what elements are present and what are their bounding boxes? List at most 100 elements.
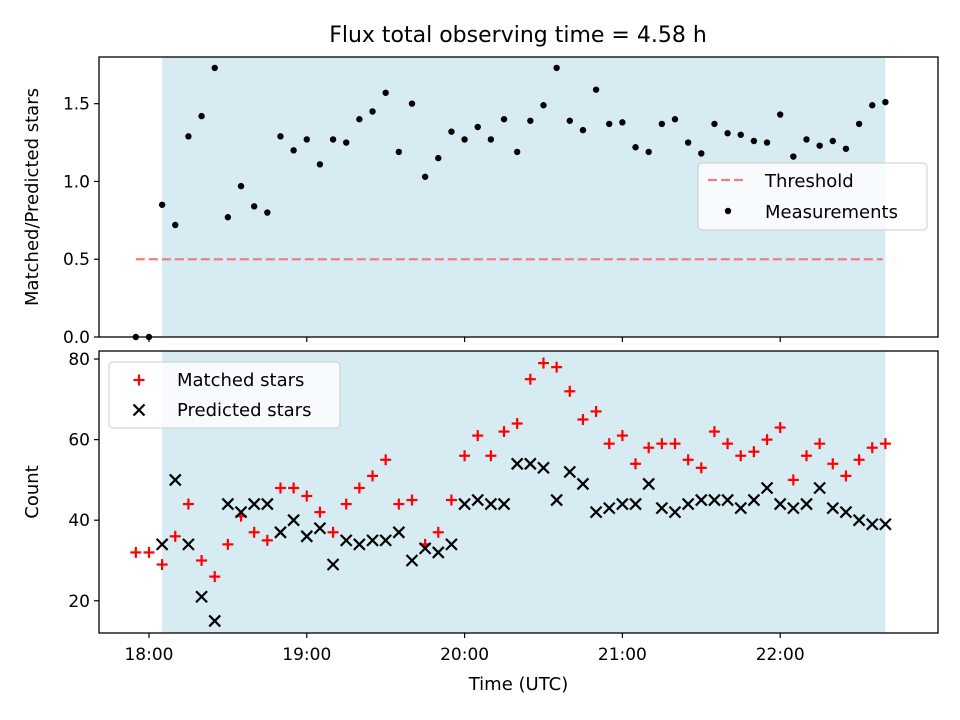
measurement-point xyxy=(158,201,166,208)
predicted-star-point xyxy=(616,497,629,511)
legend-label-matched: Matched stars xyxy=(177,370,304,391)
predicted-star-point xyxy=(195,590,208,604)
x-stroke xyxy=(708,493,721,507)
x-stroke xyxy=(497,497,511,511)
top-axes-frame xyxy=(98,56,939,338)
measurement-point xyxy=(698,150,705,157)
x-stroke xyxy=(208,614,222,628)
matched-star-point xyxy=(695,462,707,474)
predicted-star-point xyxy=(458,497,471,511)
predicted-star-point xyxy=(418,542,432,555)
measurement-point xyxy=(711,120,718,128)
x-stroke xyxy=(787,501,800,515)
x-stroke xyxy=(695,493,708,507)
matched-star-point xyxy=(551,361,563,373)
matched-star-point xyxy=(590,405,602,417)
y-tick-label: 0.0 xyxy=(63,328,90,348)
matched-star-point xyxy=(577,413,589,425)
predicted-star-point xyxy=(537,461,550,475)
x-stroke xyxy=(132,403,146,417)
matched-star-point xyxy=(800,450,812,462)
measurement-point xyxy=(487,136,495,143)
x-stroke xyxy=(550,493,563,507)
predicted-star-point xyxy=(734,501,748,515)
predicted-star-point xyxy=(353,538,366,551)
chart-title: Flux total observing time = 4.58 h xyxy=(329,23,707,48)
x-stroke xyxy=(576,477,590,491)
predicted-star-point xyxy=(313,521,327,535)
y-tick-label: 1.5 xyxy=(63,95,90,115)
predicted-star-point xyxy=(629,497,642,511)
x-stroke xyxy=(445,538,458,551)
x-stroke xyxy=(471,493,485,507)
measurement-legend-swatch xyxy=(724,207,732,215)
measurement-point xyxy=(750,137,758,145)
predicted-star-point xyxy=(865,517,879,531)
measurement-point xyxy=(540,102,547,109)
predicted-star-point xyxy=(602,501,616,515)
matched-star-point xyxy=(485,450,497,462)
x-stroke xyxy=(379,534,392,547)
predicted-star-point xyxy=(524,457,537,471)
measurement-point xyxy=(553,64,560,72)
predicted-star-point xyxy=(879,517,892,531)
x-stroke xyxy=(234,505,248,519)
matched-star-point xyxy=(511,418,523,430)
x-stroke xyxy=(366,534,379,547)
measurement-point xyxy=(619,119,626,126)
measurement-point xyxy=(632,144,639,151)
top-y-axis-label: Matched/Predicted stars xyxy=(22,88,43,306)
x-stroke xyxy=(287,513,300,527)
measurement-point xyxy=(684,139,692,146)
legend-label-predicted: Predicted stars xyxy=(177,400,311,421)
y-tick-label: 60 xyxy=(68,431,90,451)
predicted-star-point xyxy=(852,513,866,527)
matched-star-point xyxy=(787,474,799,486)
y-tick-label: 1.0 xyxy=(63,172,90,192)
measurement-point xyxy=(829,137,836,145)
y-tick-label: 20 xyxy=(68,592,90,612)
x-stroke xyxy=(458,497,471,511)
measurement-point xyxy=(724,130,731,137)
x-stroke xyxy=(629,497,642,511)
matched-star-point xyxy=(130,546,142,558)
measurement-point xyxy=(606,120,613,128)
predicted-star-point xyxy=(432,546,445,559)
measurement-point xyxy=(382,89,389,96)
matched-star-point xyxy=(406,494,418,506)
predicted-star-point xyxy=(484,497,498,511)
predicted-star-point xyxy=(787,501,800,515)
x-stroke xyxy=(865,517,879,531)
matched-star-point xyxy=(445,494,457,506)
x-tick-label: 20:00 xyxy=(440,645,489,665)
predicted-star-point xyxy=(576,477,590,491)
bottom-axes-frame xyxy=(98,350,939,634)
x-stroke xyxy=(300,530,314,543)
measurement-point xyxy=(842,145,850,152)
x-stroke xyxy=(747,493,761,507)
x-stroke xyxy=(602,501,616,515)
matched-star-point xyxy=(169,530,181,542)
measurement-point xyxy=(408,100,416,107)
matched-star-point xyxy=(209,571,221,583)
matched-star-point xyxy=(643,442,655,454)
x-stroke xyxy=(826,501,840,515)
measurement-point xyxy=(658,120,666,128)
x-stroke xyxy=(760,481,774,495)
x-stroke xyxy=(839,505,853,519)
predicted-star-point xyxy=(773,497,787,511)
predicted-star-point xyxy=(826,501,840,515)
matched-star-point xyxy=(274,482,286,494)
x-stroke xyxy=(524,457,537,471)
x-stroke xyxy=(155,538,169,551)
matched-star-point xyxy=(735,450,747,462)
predicted-star-point xyxy=(261,497,274,511)
measurement-point xyxy=(448,128,455,135)
matched-star-point xyxy=(380,454,392,466)
x-stroke xyxy=(247,497,261,511)
predicted-star-point xyxy=(234,505,248,519)
measurement-point xyxy=(803,136,810,143)
measurement-point xyxy=(185,133,192,140)
measurement-point xyxy=(303,136,310,143)
matched-star-point xyxy=(301,490,313,502)
